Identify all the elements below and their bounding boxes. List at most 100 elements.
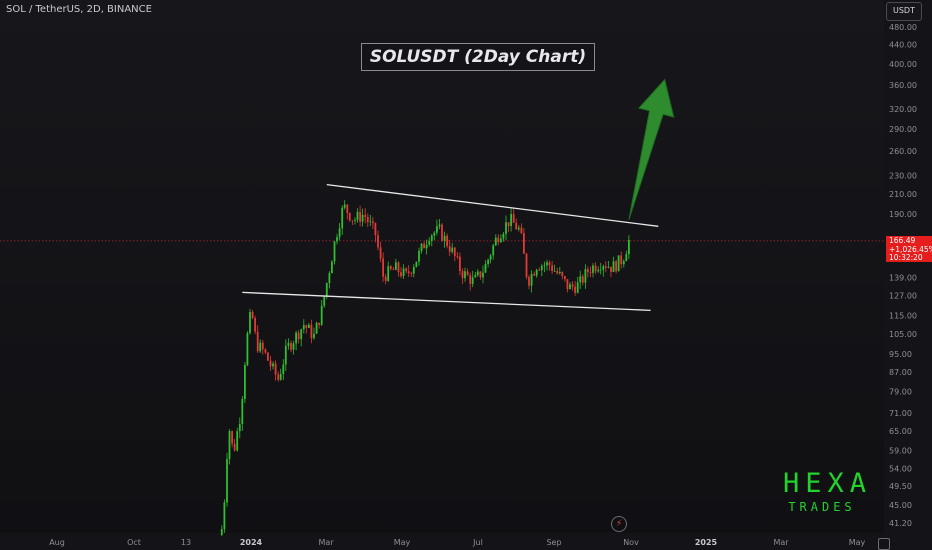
lightning-icon[interactable]: ⚡ [611,516,627,532]
currency-button[interactable]: USDT [886,2,922,21]
bear-candle [382,258,384,277]
bull-candle [543,265,546,266]
bear-candle [523,233,525,254]
y-tick-label: 210.00 [889,190,917,199]
bear-candle [615,261,617,272]
bull-candle [354,219,356,221]
bear-candle [515,222,518,230]
y-tick-label: 127.00 [889,292,917,301]
bear-candle [389,266,392,270]
bear-candle [441,224,443,241]
bear-candle [290,342,292,350]
bear-candle [405,268,408,272]
bull-candle [484,264,487,273]
bear-candle [254,318,256,332]
bull-candle [428,241,431,245]
price-change: +1,026.45% [889,244,932,254]
bull-candle [418,250,420,262]
bear-candle [507,222,510,226]
y-tick-label: 54.00 [889,464,912,473]
time-axis [0,533,884,550]
bear-candle [461,271,464,278]
bear-candle [466,271,469,276]
bull-candle [328,273,331,283]
bull-candle [599,269,602,271]
bear-candle [566,279,569,290]
bull-candle [430,235,433,241]
bull-candle [320,305,323,325]
y-tick-label: 230.00 [889,172,917,181]
bull-candle [295,332,297,344]
bull-candle [412,267,415,274]
bear-candle [364,214,367,217]
y-tick-label: 59.00 [889,447,912,456]
bull-candle [505,222,507,234]
bear-candle [264,349,267,353]
bull-candle [597,269,600,272]
y-tick-label: 41.20 [889,519,912,528]
bull-candle [279,374,282,380]
bear-candle [512,214,515,223]
y-tick-label: 65.00 [889,427,912,436]
bear-candle [581,276,584,283]
x-tick-label: 2024 [240,538,263,547]
bear-candle [446,235,448,247]
bear-candle [604,266,607,268]
bear-candle [359,211,361,222]
bear-candle [269,360,272,367]
last-price: 166.49 [889,236,916,245]
breakout-arrow [628,78,675,220]
bull-candle [607,266,610,268]
bull-candle [471,277,474,284]
y-tick-label: 320.00 [889,105,917,114]
bull-candle [558,272,561,274]
bull-candle [415,261,418,267]
bear-candle [233,443,236,451]
bull-candle [628,240,630,255]
bear-candle [520,227,523,234]
scale-settings-icon[interactable] [878,538,890,550]
bull-candle [241,399,244,424]
bull-candle [315,322,318,334]
bull-candle [284,345,287,365]
y-tick-label: 260.00 [889,147,917,156]
bull-candle [220,529,223,536]
bear-candle [351,220,354,222]
bull-candle [612,261,615,272]
bull-candle [584,269,587,283]
bear-candle [556,270,559,274]
bear-candle [525,253,528,277]
bull-candle [438,224,441,227]
bull-candle [336,237,338,242]
bear-candle [384,276,387,281]
bull-candle [592,265,594,273]
x-tick-label: Sep [546,538,561,547]
bear-candle [610,266,612,272]
y-tick-label: 105.00 [889,330,917,339]
bear-candle [453,247,456,257]
bear-candle [407,271,410,273]
bull-candle [510,214,512,226]
bull-candle [395,262,397,270]
bear-candle [297,332,300,340]
bear-candle [318,322,320,325]
bull-candle [625,254,628,262]
bull-candle [622,261,625,265]
bear-candle [594,265,597,272]
bear-candle [571,284,574,287]
bar-countdown: 10:32:20 [889,253,923,262]
bull-candle [540,265,543,271]
x-tick-label: Mar [318,538,334,547]
bear-candle [348,213,351,221]
bull-candle [223,502,226,530]
x-tick-label: 2025 [695,538,718,547]
bear-candle [346,204,349,214]
price-axis [884,0,932,550]
x-tick-label: Jul [472,538,483,547]
bull-candle [464,271,466,279]
bull-candle [323,296,326,306]
y-tick-label: 290.00 [889,125,917,134]
bear-candle [548,262,551,266]
